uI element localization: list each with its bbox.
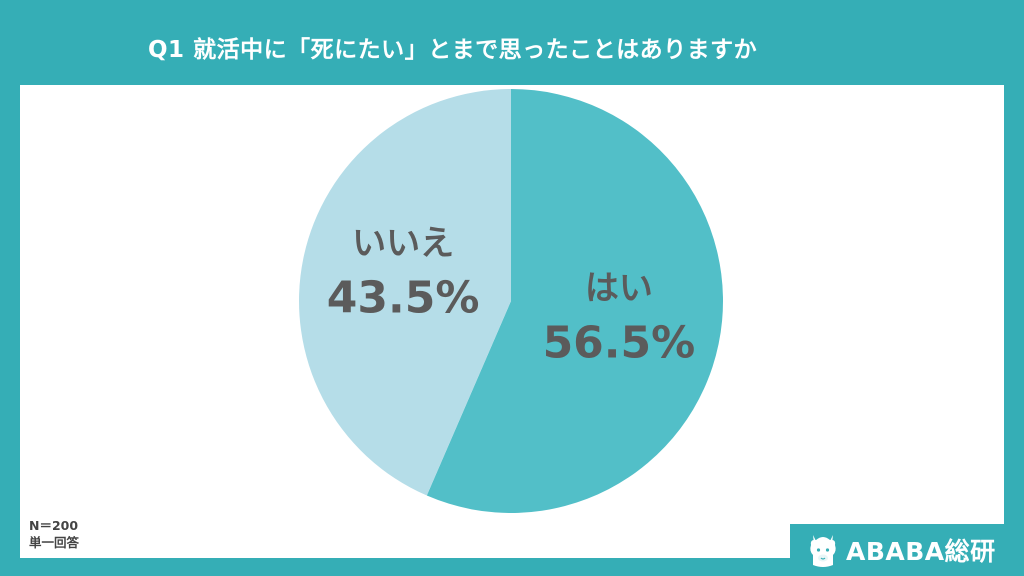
slice-category-label-0: はい <box>585 268 653 308</box>
pie-slice-0 <box>426 89 724 514</box>
slice-value-label-0: 56.5% <box>543 317 696 368</box>
answer-type-note: 単一回答 <box>29 535 80 550</box>
chart-panel: はい 56.5% いいえ 43.5% N＝200 単一回答 <box>20 85 1004 558</box>
brand-name: ABABA総研 <box>846 537 996 566</box>
slice-value-label-1: 43.5% <box>327 273 480 324</box>
pie-slice-1 <box>299 89 511 496</box>
sample-size-note: N＝200 <box>29 518 79 533</box>
brand-badge: ABABA総研 <box>790 524 1004 576</box>
page-title: Q1 就活中に「死にたい」とまで思ったことはありますか <box>148 37 758 63</box>
alpaca-logo-icon <box>810 535 836 567</box>
pie-chart: はい 56.5% いいえ 43.5% <box>299 89 724 514</box>
slice-category-label-1: いいえ <box>352 224 454 264</box>
